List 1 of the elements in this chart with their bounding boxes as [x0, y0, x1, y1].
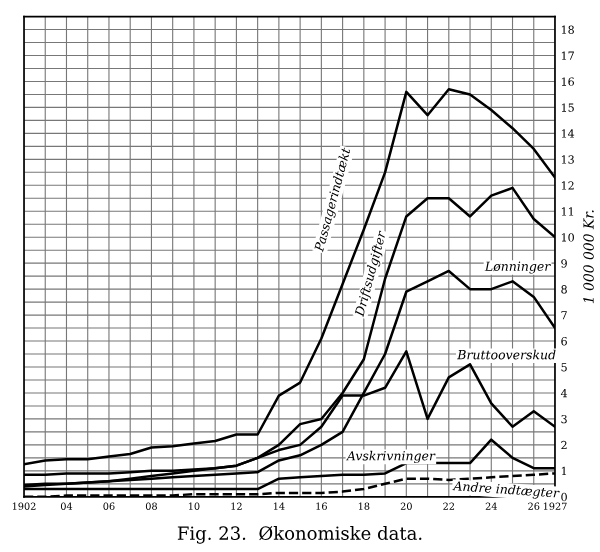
text: Fig. 23. Økonomiske data. [177, 525, 422, 544]
